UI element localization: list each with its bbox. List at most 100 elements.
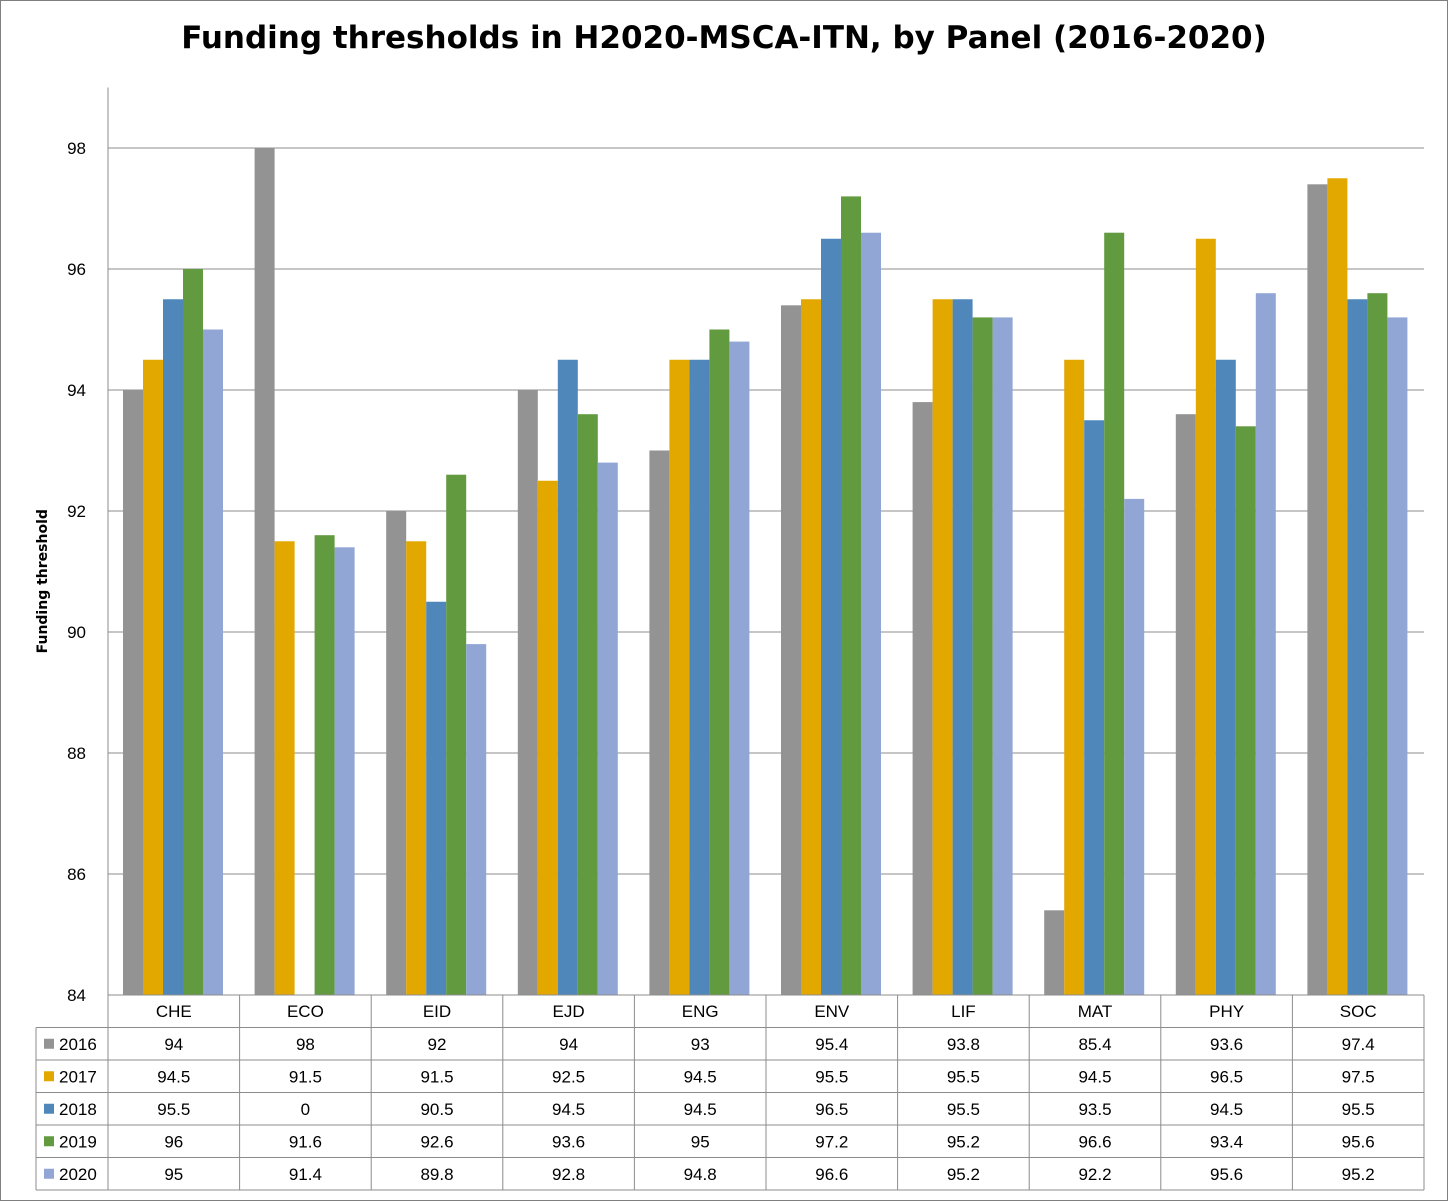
legend-key-2018 (44, 1103, 54, 1114)
bar-2017-ENV (801, 299, 821, 995)
data-label: 92.6 (420, 1132, 453, 1151)
y-tick-label: 86 (67, 865, 86, 884)
bar-2019-CHE (183, 269, 203, 995)
bar-2019-ECO (314, 535, 335, 995)
bar-2016-PHY (1175, 414, 1196, 995)
data-label: 91.4 (289, 1165, 322, 1184)
bar-2016-ENV (781, 305, 801, 995)
y-tick-label: 88 (67, 744, 86, 763)
data-label: 94 (164, 1035, 183, 1054)
bar-2020-ENG (729, 341, 750, 996)
bar-2016-EJD (517, 390, 538, 995)
bar-2018-MAT (1084, 420, 1105, 995)
bar-2020-MAT (1124, 498, 1145, 995)
data-label: 93.6 (552, 1132, 585, 1151)
data-label: 95.6 (1210, 1165, 1243, 1184)
data-label: 93 (691, 1035, 710, 1054)
data-label: 92.8 (552, 1165, 585, 1184)
bar-2017-SOC (1327, 178, 1348, 995)
legend-key-2019 (44, 1136, 54, 1147)
chart-title: Funding thresholds in H2020-MSCA-ITN, by… (181, 20, 1267, 56)
legend-label: 2020 (59, 1165, 97, 1184)
bar-2018-PHY (1215, 359, 1236, 995)
data-label: 95.5 (947, 1067, 980, 1086)
bar-2018-EJD (557, 359, 578, 995)
bar-2020-SOC (1387, 317, 1408, 995)
data-label: 95.5 (157, 1100, 190, 1119)
bar-2016-CHE (123, 390, 143, 995)
bar-2020-PHY (1255, 293, 1276, 995)
bar-2019-ENG (709, 329, 730, 995)
data-label: 95 (164, 1165, 183, 1184)
category-label: EJD (553, 1002, 585, 1021)
data-label: 91.6 (289, 1132, 322, 1151)
data-label: 94.8 (684, 1165, 717, 1184)
bar-2020-ECO (334, 547, 355, 995)
data-label: 97.4 (1342, 1035, 1375, 1054)
legend-label: 2019 (59, 1132, 97, 1151)
data-label: 95.2 (1342, 1165, 1375, 1184)
bar-2017-ECO (274, 541, 295, 995)
data-label: 92 (428, 1035, 447, 1054)
data-label: 95.5 (1342, 1100, 1375, 1119)
y-tick-label: 94 (67, 381, 86, 400)
data-label: 95.6 (1342, 1132, 1375, 1151)
bar-2017-PHY (1195, 238, 1216, 995)
data-label: 95.2 (947, 1165, 980, 1184)
bar-2018-ENV (821, 238, 841, 995)
data-label: 91.5 (289, 1067, 322, 1086)
bar-2019-PHY (1235, 426, 1256, 995)
data-label: 91.5 (420, 1067, 453, 1086)
data-label: 96.6 (815, 1165, 848, 1184)
data-label: 90.5 (420, 1100, 453, 1119)
bar-2016-EID (386, 511, 407, 995)
data-label: 95.2 (947, 1132, 980, 1151)
data-label: 95 (691, 1132, 710, 1151)
bar-2020-EJD (597, 462, 618, 996)
bar-2019-EJD (577, 414, 598, 995)
data-label: 92.2 (1078, 1165, 1111, 1184)
legend-key-2017 (44, 1071, 54, 1082)
category-label: MAT (1078, 1002, 1113, 1021)
bar-2019-SOC (1367, 293, 1388, 995)
category-label: LIF (951, 1002, 976, 1021)
data-label: 85.4 (1078, 1035, 1111, 1054)
bar-2016-ENG (649, 450, 670, 995)
bar-2020-CHE (203, 329, 223, 995)
data-label: 94.5 (1210, 1100, 1243, 1119)
bar-2017-EJD (537, 480, 558, 995)
bar-2020-EID (466, 644, 487, 995)
legend-label: 2018 (59, 1100, 97, 1119)
bar-2017-EID (406, 541, 427, 995)
data-label: 94.5 (552, 1100, 585, 1119)
y-tick-label: 90 (67, 623, 86, 642)
bar-2017-CHE (143, 359, 163, 995)
bar-2016-SOC (1307, 184, 1328, 996)
bar-2019-LIF (972, 317, 993, 995)
data-label: 93.6 (1210, 1035, 1243, 1054)
bar-2016-MAT (1044, 910, 1065, 995)
bar-2020-LIF (992, 317, 1013, 995)
bar-2018-EID (426, 601, 447, 995)
data-label: 0 (301, 1100, 310, 1119)
legend-label: 2016 (59, 1035, 97, 1054)
data-label: 94 (559, 1035, 578, 1054)
category-label: ENG (682, 1002, 719, 1021)
data-label: 94.5 (1078, 1067, 1111, 1086)
data-label: 93.8 (947, 1035, 980, 1054)
data-label: 96.5 (815, 1100, 848, 1119)
bar-2019-EID (446, 474, 467, 995)
category-label: ECO (287, 1002, 324, 1021)
category-label: CHE (156, 1002, 192, 1021)
data-label: 97.2 (815, 1132, 848, 1151)
bar-2017-MAT (1064, 359, 1085, 995)
bar-2016-LIF (912, 402, 933, 996)
y-axis-label: Funding threshold (35, 509, 51, 653)
bar-2018-LIF (952, 299, 973, 995)
legend-key-2020 (44, 1168, 54, 1179)
bar-2020-ENV (861, 232, 881, 995)
y-tick-label: 98 (67, 139, 86, 158)
data-label: 95.4 (815, 1035, 848, 1054)
bar-2019-ENV (841, 196, 861, 995)
